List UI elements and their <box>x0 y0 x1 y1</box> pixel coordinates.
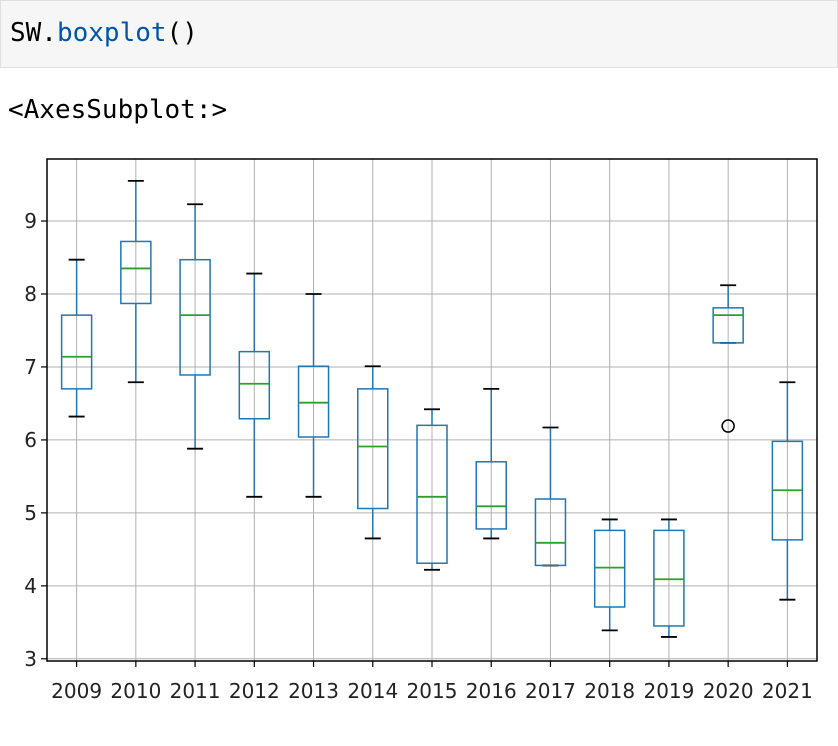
x-tick-label: 2019 <box>643 679 694 700</box>
code-input-cell[interactable]: SW.boxplot() <box>0 0 838 68</box>
box-iqr <box>179 258 211 376</box>
x-tick-label: 2020 <box>703 679 754 700</box>
box-iqr <box>357 388 389 510</box>
box-iqr <box>475 461 507 530</box>
box-iqr <box>60 314 93 390</box>
code-object: SW. <box>10 18 57 48</box>
x-tick-label: 2013 <box>288 679 339 700</box>
code-line: SW.boxplot() <box>10 16 198 50</box>
box-iqr <box>653 529 685 627</box>
box-iqr <box>238 350 271 420</box>
x-tick-label: 2021 <box>762 679 813 700</box>
box-series <box>60 179 804 638</box>
y-tick-label: 8 <box>24 282 37 306</box>
code-method: boxplot <box>56 18 167 48</box>
axis-ticks: 3 4 5 6 7 8 9 2009 2010 2011 2012 2013 2014 2015 2016 2… <box>24 209 813 700</box>
x-tick-label: 2015 <box>407 679 458 700</box>
box-iqr <box>534 498 567 567</box>
y-tick-label: 3 <box>24 647 37 671</box>
box-iqr <box>416 424 448 564</box>
y-tick-label: 5 <box>24 501 37 525</box>
box-iqr <box>120 240 152 305</box>
x-tick-label: 2018 <box>584 679 635 700</box>
boxplot-chart: 3 4 5 6 7 8 9 2009 2010 2011 2012 2013 2014 2015 2016 2… <box>24 158 818 700</box>
x-tick-label: 2009 <box>51 679 102 700</box>
x-tick-label: 2011 <box>170 679 221 700</box>
code-call-parens: () <box>166 18 198 48</box>
y-tick-label: 4 <box>24 574 37 598</box>
y-tick-label: 6 <box>24 428 37 452</box>
x-tick-label: 2017 <box>525 679 576 700</box>
x-tick-label: 2014 <box>347 679 398 700</box>
y-tick-label: 9 <box>24 209 37 233</box>
outlier-point <box>721 419 735 433</box>
x-tick-label: 2010 <box>110 679 161 700</box>
box-iqr <box>297 365 330 438</box>
box-iqr <box>593 529 626 608</box>
cell-output-repr: <AxesSubplot:> <box>8 95 228 125</box>
y-tick-label: 7 <box>24 355 37 379</box>
x-tick-label: 2012 <box>229 679 280 700</box>
x-tick-label: 2016 <box>466 679 517 700</box>
box-iqr <box>712 307 744 344</box>
